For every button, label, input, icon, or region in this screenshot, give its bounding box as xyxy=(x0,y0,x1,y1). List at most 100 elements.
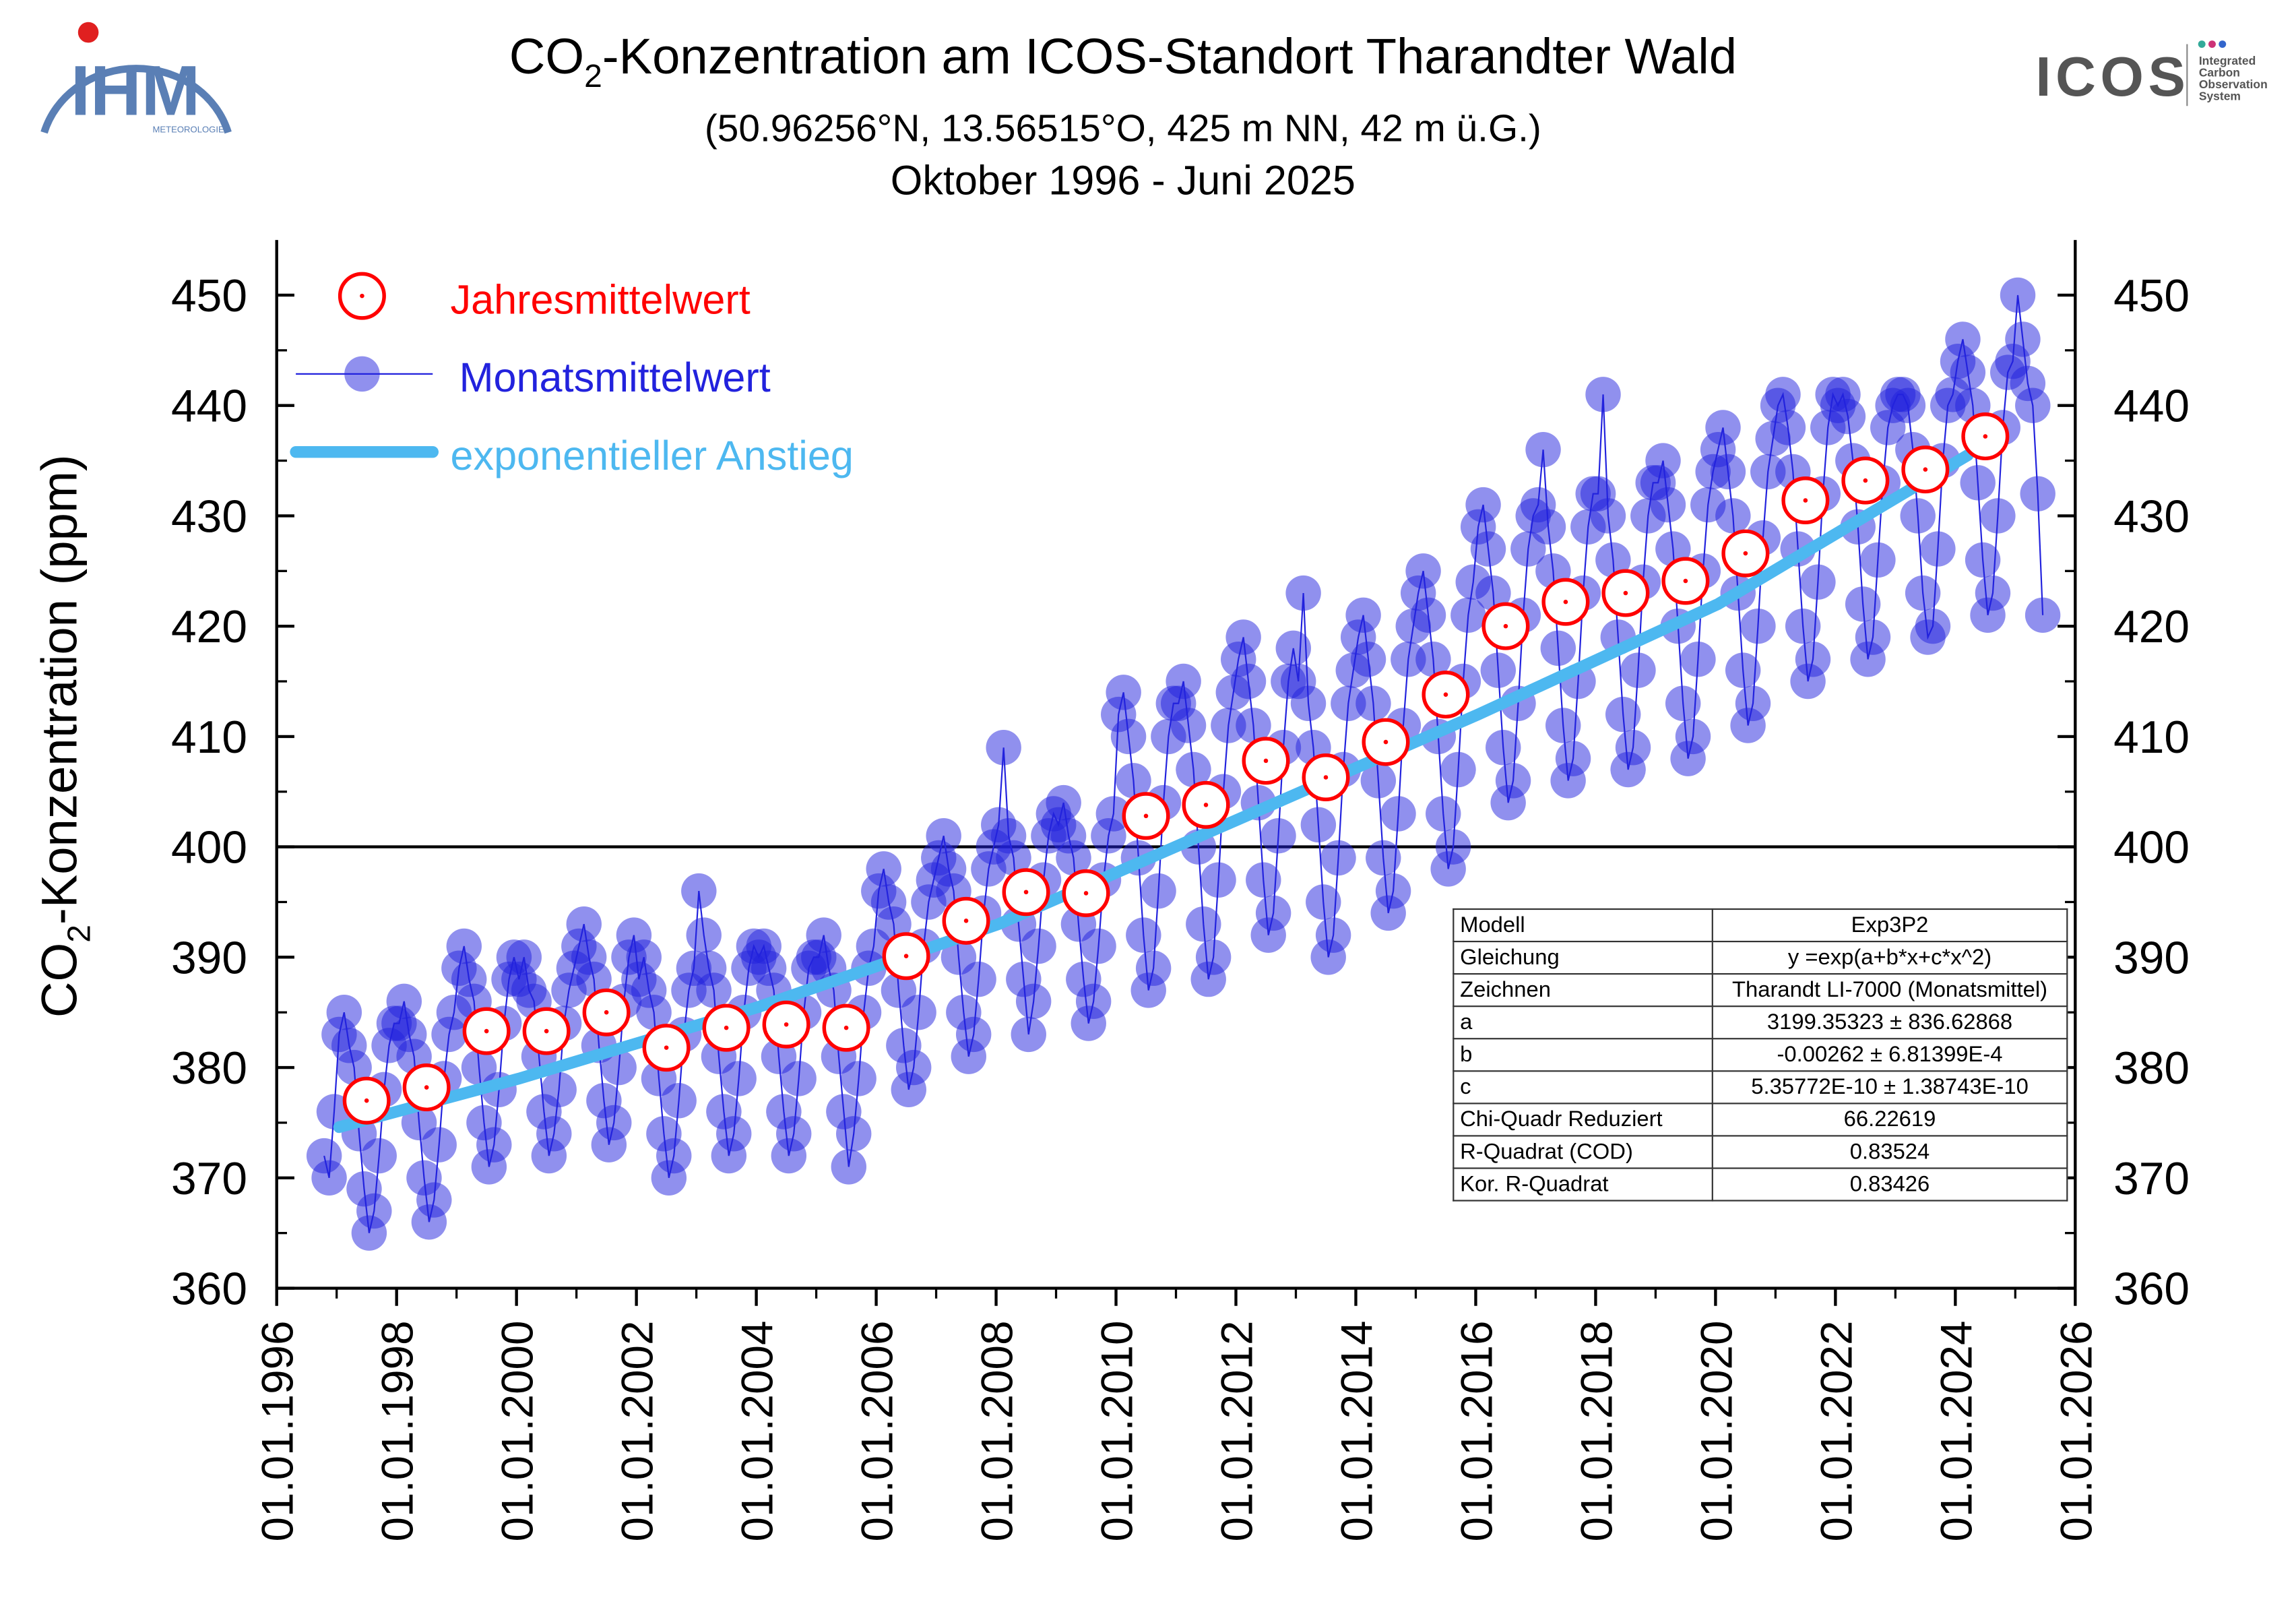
monthly-marker xyxy=(1960,465,1996,501)
table-value: Tharandt LI-7000 (Monatsmittel) xyxy=(1711,973,2068,1008)
table-value: Exp3P2 xyxy=(1711,908,2068,943)
monthly-marker xyxy=(1440,751,1476,788)
y-tick-label: 430 xyxy=(171,491,247,542)
monthly-marker xyxy=(776,1116,812,1152)
monthly-marker xyxy=(1415,642,1451,677)
monthly-marker xyxy=(1356,685,1391,721)
monthly-marker xyxy=(1710,454,1746,490)
logo-dot xyxy=(2198,40,2206,49)
monthly-marker xyxy=(1106,675,1141,710)
x-tick-label: 01.01.2012 xyxy=(1213,1321,1262,1542)
annual-dot xyxy=(484,1028,489,1034)
label-part: -Konzentration (ppm) xyxy=(32,454,88,925)
table-value: 0.83524 xyxy=(1711,1135,2068,1169)
monthly-marker xyxy=(1920,531,1956,567)
table-key: R-Quadrat (COD) xyxy=(1453,1135,1713,1169)
table-key: Kor. R-Quadrat xyxy=(1453,1167,1713,1202)
monthly-marker xyxy=(1665,685,1701,721)
annual-dot xyxy=(1203,803,1209,807)
monthly-marker xyxy=(1585,377,1621,412)
monthly-marker xyxy=(1075,983,1112,1020)
annual-dot xyxy=(724,1025,729,1030)
logo-dot xyxy=(2208,40,2216,49)
legend-label: Jahresmittelwert xyxy=(450,276,750,322)
logo-sub: METEOROLOGIE xyxy=(153,125,224,135)
monthly-marker xyxy=(1830,398,1866,435)
table-row: a 3199.35323 ± 836.62868 xyxy=(1453,1005,2068,1040)
monthly-marker xyxy=(1555,741,1591,776)
monthly-marker xyxy=(1176,751,1211,788)
monthly-marker xyxy=(831,1149,867,1185)
annual-dot xyxy=(1383,739,1389,745)
monthly-marker xyxy=(1230,663,1267,700)
monthly-marker xyxy=(1435,829,1471,865)
monthly-marker xyxy=(1480,652,1517,688)
monthly-marker xyxy=(476,1127,512,1162)
monthly-marker xyxy=(1765,377,1801,412)
monthly-marker xyxy=(1426,796,1461,832)
monthly-marker xyxy=(596,1105,632,1141)
legend-label: Monatsmittelwert xyxy=(459,354,771,400)
monthly-marker xyxy=(1236,708,1271,743)
monthly-marker xyxy=(1350,642,1386,677)
monthly-marker xyxy=(1331,685,1366,721)
monthly-marker xyxy=(1360,763,1397,799)
title-part: CO xyxy=(509,28,584,84)
monthly-marker xyxy=(1645,443,1681,478)
monthly-marker xyxy=(1980,498,2016,534)
monthly-marker xyxy=(536,1116,572,1152)
table-value: 5.35772E-10 ± 1.38743E-10 xyxy=(1711,1070,2068,1105)
monthly-marker xyxy=(1306,884,1341,920)
y-tick-label-right: 440 xyxy=(2113,381,2190,432)
monthly-marker xyxy=(1450,597,1486,633)
annual-dot xyxy=(604,1010,609,1015)
table-value: -0.00262 ± 6.81399E-4 xyxy=(1711,1038,2068,1072)
title-subscript: 2 xyxy=(584,58,602,94)
monthly-marker xyxy=(721,1061,757,1096)
monthly-marker xyxy=(1255,895,1292,931)
monthly-marker xyxy=(1186,906,1221,942)
monthly-marker xyxy=(1795,642,1831,677)
monthly-marker xyxy=(895,1049,932,1086)
legend-label: exponentieller Anstieg xyxy=(450,433,853,478)
fit-line xyxy=(333,449,1974,1134)
monthly-marker xyxy=(996,840,1031,876)
monthly-marker xyxy=(1900,498,1936,534)
table-value: 66.22619 xyxy=(1711,1103,2068,1137)
x-tick-label: 01.01.2018 xyxy=(1572,1321,1621,1542)
monthly-marker xyxy=(1300,807,1337,843)
table-row: Modell Exp3P2 xyxy=(1453,908,2068,943)
monthly-marker xyxy=(1845,586,1881,622)
monthly-marker xyxy=(361,1138,397,1174)
annual-dot xyxy=(664,1045,669,1050)
x-tick-label: 01.01.1998 xyxy=(373,1321,422,1542)
monthly-marker xyxy=(1800,564,1836,600)
monthly-marker xyxy=(1126,917,1161,953)
y-tick-label-right: 400 xyxy=(2113,823,2190,873)
y-tick-label: 390 xyxy=(171,933,247,983)
x-tick-label: 01.01.2014 xyxy=(1333,1321,1382,1542)
monthly-marker xyxy=(1545,708,1581,743)
monthly-marker xyxy=(1715,498,1751,534)
logo-line: Observation xyxy=(2199,78,2268,91)
chart-title: CO2-Konzentration am ICOS-Standort Thara… xyxy=(509,28,1737,94)
annual-dot xyxy=(1863,478,1868,483)
monthly-marker xyxy=(446,928,482,964)
monthly-marker xyxy=(961,961,996,997)
monthly-marker xyxy=(806,917,841,953)
monthly-marker xyxy=(386,983,422,1020)
monthly-marker xyxy=(1975,575,2011,611)
monthly-marker xyxy=(1750,454,1786,490)
y-tick-label-right: 420 xyxy=(2113,602,2190,652)
monthly-marker xyxy=(986,730,1021,766)
table-key: a xyxy=(1453,1005,1713,1040)
monthly-marker xyxy=(1225,619,1261,655)
monthly-marker xyxy=(1375,873,1411,909)
monthly-marker xyxy=(1011,1016,1046,1053)
monthly-marker xyxy=(541,1072,577,1108)
monthly-marker xyxy=(2000,277,2036,313)
table-key: Modell xyxy=(1453,908,1713,943)
monthly-marker xyxy=(1465,487,1501,523)
x-tick-label: 01.01.2000 xyxy=(493,1321,542,1542)
